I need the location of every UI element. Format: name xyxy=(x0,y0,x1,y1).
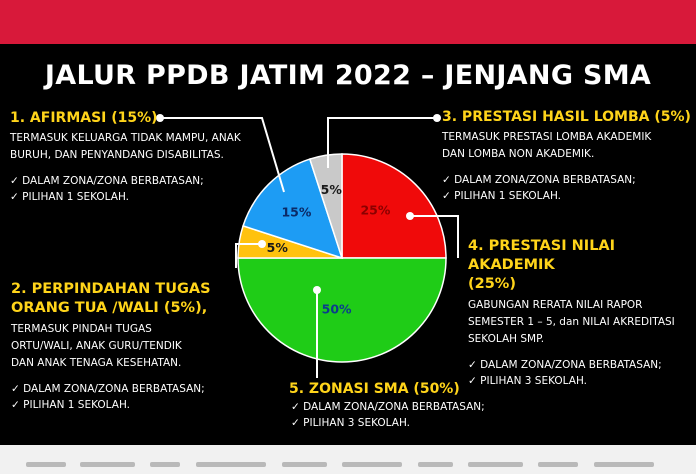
lomba-title: 3. PRESTASI HASIL LOMBA (5%) xyxy=(442,109,691,125)
label-lomba: 5% xyxy=(321,182,343,197)
lomba-desc: TERMASUK PRESTASI LOMBA AKADEMIK DAN LOM… xyxy=(442,129,692,163)
slice-lomba xyxy=(308,153,343,259)
leader-akademik xyxy=(410,215,459,258)
zonasi-bullets: ✓ DALAM ZONA/ZONA BERBATASAN; ✓ PILIHAN … xyxy=(289,399,519,431)
section-prestasi-akademik: 4. PRESTASI NILAI AKADEMIK (25%) GABUNGA… xyxy=(468,237,693,389)
top-red-band xyxy=(0,0,696,44)
label-zonasi: 50% xyxy=(322,302,352,317)
perpindahan-desc-line: ORTU/WALI, ANAK GURU/TENDIK xyxy=(11,340,182,352)
leader-dot-lomba xyxy=(433,114,441,122)
perpindahan-bullets: ✓ DALAM ZONA/ZONA BERBATASAN; ✓ PILIHAN … xyxy=(11,381,241,413)
perpindahan-desc-line: DAN ANAK TENAGA KESEHATAN. xyxy=(11,357,182,369)
akademik-title: 4. PRESTASI NILAI AKADEMIK (25%) xyxy=(468,237,693,294)
bullet-item: ✓ PILIHAN 1 SEKOLAH. xyxy=(442,190,561,202)
lomba-bullets: ✓ DALAM ZONA/ZONA BERBATASAN; ✓ PILIHAN … xyxy=(442,172,692,204)
akademik-desc-line: SEMESTER 1 – 5, dan NILAI AKREDITASI xyxy=(468,316,675,328)
bullet-item: ✓ DALAM ZONA/ZONA BERBATASAN; xyxy=(442,174,636,186)
leader-dot-afirmasi xyxy=(156,114,164,122)
bullet-item: ✓ PILIHAN 1 SEKOLAH. xyxy=(10,191,129,203)
slice-prestasi-akademik xyxy=(341,153,447,259)
leader-lomba xyxy=(327,117,437,168)
leader-dot-perpindahan xyxy=(258,240,266,248)
afirmasi-title: 1. AFIRMASI (15%) xyxy=(10,110,158,126)
bullet-item: ✓ PILIHAN 3 SEKOLAH. xyxy=(291,417,410,429)
label-prestasi-akademik: 25% xyxy=(360,202,390,217)
akademik-desc: GABUNGAN RERATA NILAI RAPOR SEMESTER 1 –… xyxy=(468,297,693,348)
akademik-desc-line: GABUNGAN RERATA NILAI RAPOR xyxy=(468,299,643,311)
leader-perpindahan xyxy=(235,243,262,268)
lomba-desc-line: DAN LOMBA NON AKADEMIK. xyxy=(442,148,595,160)
lomba-desc-line: TERMASUK PRESTASI LOMBA AKADEMIK xyxy=(442,131,652,143)
bullet-item: ✓ DALAM ZONA/ZONA BERBATASAN; xyxy=(10,175,204,187)
section-zonasi: 5. ZONASI SMA (50%) ✓ DALAM ZONA/ZONA BE… xyxy=(289,381,519,431)
label-perpindahan: 5% xyxy=(267,240,289,255)
bottom-cutoff-text xyxy=(0,456,696,474)
section-prestasi-lomba: 3. PRESTASI HASIL LOMBA (5%) TERMASUK PR… xyxy=(442,109,692,204)
perpindahan-desc: TERMASUK PINDAH TUGAS ORTU/WALI, ANAK GU… xyxy=(11,321,241,372)
bullet-item: ✓ PILIHAN 1 SEKOLAH. xyxy=(11,399,130,411)
bullet-item: ✓ DALAM ZONA/ZONA BERBATASAN; xyxy=(11,383,205,395)
afirmasi-desc-line: BURUH, DAN PENYANDANG DISABILITAS. xyxy=(10,149,224,161)
leader-dot-zonasi xyxy=(313,286,321,294)
akademik-title-line: (25%) xyxy=(468,276,516,292)
afirmasi-bullets: ✓ DALAM ZONA/ZONA BERBATASAN; ✓ PILIHAN … xyxy=(10,173,270,205)
akademik-desc-line: SEKOLAH SMP. xyxy=(468,333,545,345)
section-perpindahan-tugas: 2. PERPINDAHAN TUGAS ORANG TUA /WALI (5%… xyxy=(11,280,241,413)
bottom-caption-strip xyxy=(0,445,696,474)
slice-zonasi xyxy=(237,257,447,363)
perpindahan-title-line: 2. PERPINDAHAN TUGAS xyxy=(11,281,211,297)
perpindahan-desc-line: TERMASUK PINDAH TUGAS xyxy=(11,323,152,335)
bullet-item: ✓ PILIHAN 3 SEKOLAH. xyxy=(468,375,587,387)
label-afirmasi: 15% xyxy=(281,204,311,219)
perpindahan-title: 2. PERPINDAHAN TUGAS ORANG TUA /WALI (5%… xyxy=(11,280,241,318)
leader-dot-akademik xyxy=(406,212,414,220)
section-afirmasi: 1. AFIRMASI (15%) TERMASUK KELUARGA TIDA… xyxy=(10,110,270,205)
chart-title: JALUR PPDB JATIM 2022 – JENJANG SMA xyxy=(44,60,652,91)
perpindahan-title-line: ORANG TUA /WALI (5%), xyxy=(11,300,208,316)
leader-afirmasi xyxy=(160,117,285,193)
zonasi-title: 5. ZONASI SMA (50%) xyxy=(289,381,460,397)
afirmasi-desc: TERMASUK KELUARGA TIDAK MAMPU, ANAK BURU… xyxy=(10,130,270,164)
bullet-item: ✓ DALAM ZONA/ZONA BERBATASAN; xyxy=(291,401,485,413)
bullet-item: ✓ DALAM ZONA/ZONA BERBATASAN; xyxy=(468,359,662,371)
akademik-title-line: 4. PRESTASI NILAI AKADEMIK xyxy=(468,238,616,273)
afirmasi-desc-line: TERMASUK KELUARGA TIDAK MAMPU, ANAK xyxy=(10,132,241,144)
akademik-bullets: ✓ DALAM ZONA/ZONA BERBATASAN; ✓ PILIHAN … xyxy=(468,357,693,389)
